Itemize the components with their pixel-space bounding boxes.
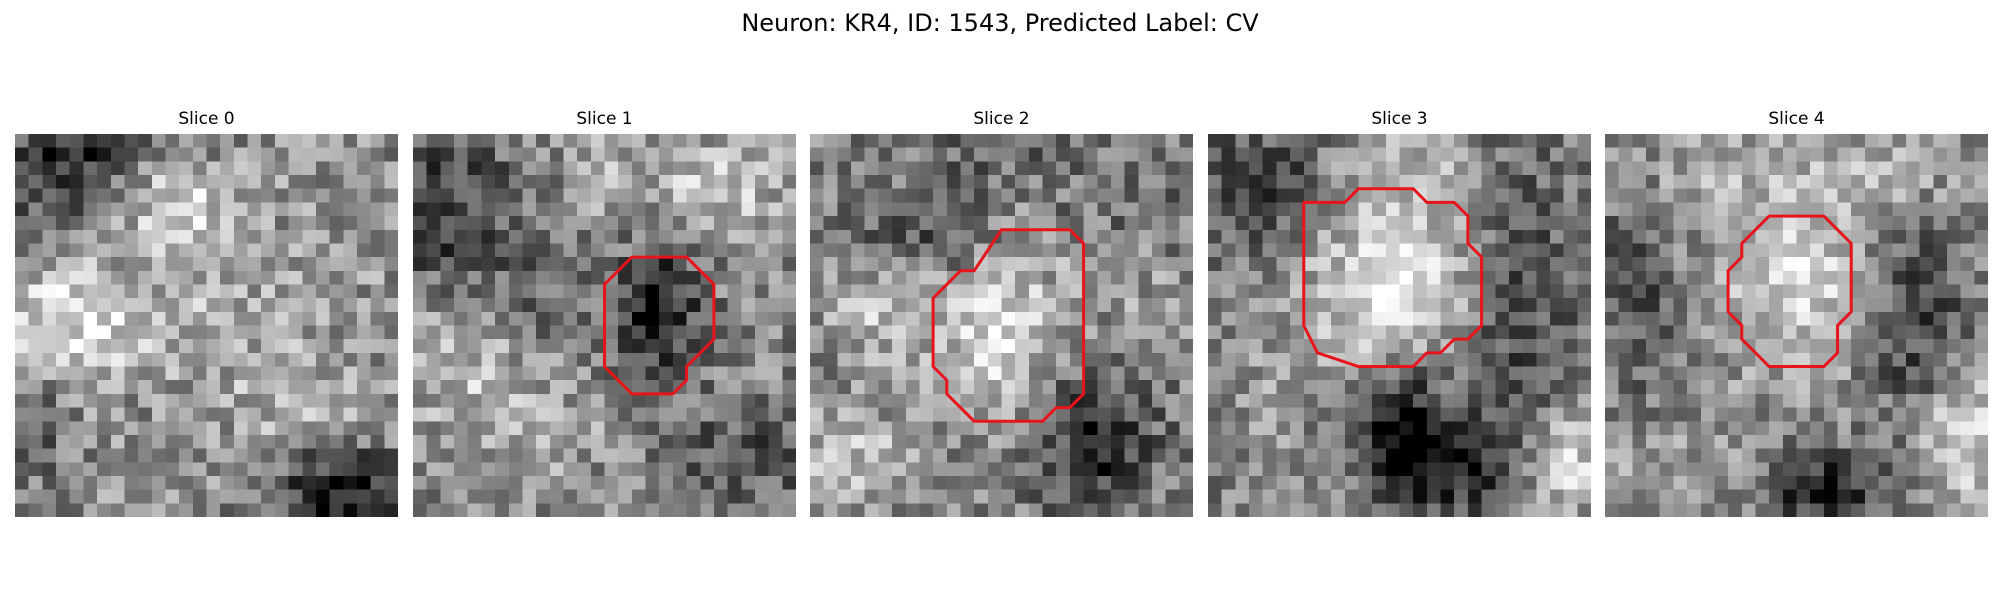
slice-svg-0 [15, 134, 398, 517]
slice-title-0: Slice 0 [178, 109, 235, 129]
pixel-grid [15, 134, 398, 517]
segmentation-contour [1302, 187, 1484, 369]
slice-svg-4 [1605, 134, 1988, 517]
slice-image-2 [810, 134, 1193, 517]
slice-title-1: Slice 1 [576, 109, 633, 129]
pixel-grid [1605, 134, 1988, 517]
slice-title-4: Slice 4 [1768, 109, 1825, 129]
slice-image-0 [15, 134, 398, 517]
segmentation-contour [602, 255, 716, 396]
segmentation-contour [931, 228, 1086, 423]
segmentation-contour [1726, 214, 1853, 369]
slice-svg-3 [1208, 134, 1591, 517]
slice-svg-2 [810, 134, 1193, 517]
slice-title-3: Slice 3 [1371, 109, 1428, 129]
slice-title-2: Slice 2 [973, 109, 1030, 129]
figure-title: Neuron: KR4, ID: 1543, Predicted Label: … [741, 9, 1259, 37]
pixel-grid [413, 134, 796, 517]
pixel-grid [810, 134, 1193, 517]
slice-image-4 [1605, 134, 1988, 517]
slice-svg-1 [413, 134, 796, 517]
pixel-grid [1208, 134, 1591, 517]
slice-image-3 [1208, 134, 1591, 517]
slice-image-1 [413, 134, 796, 517]
